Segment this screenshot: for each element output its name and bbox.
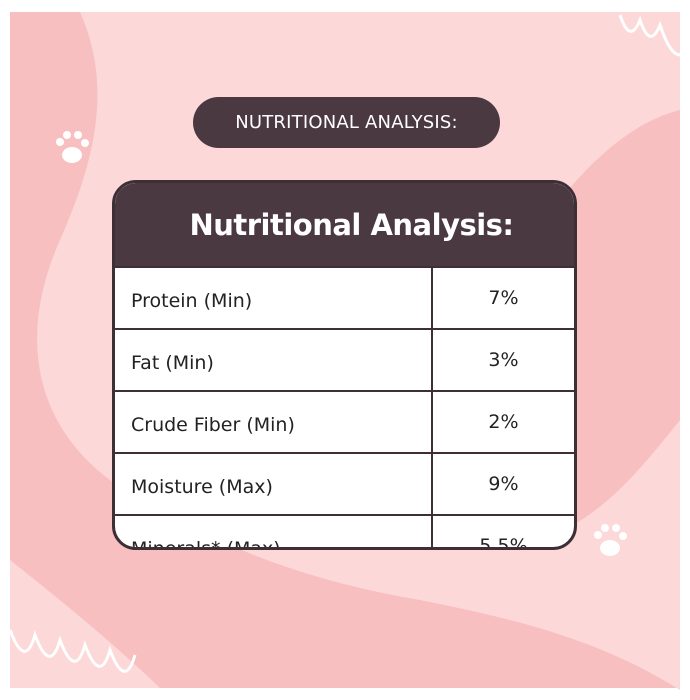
swirl: [618, 14, 681, 57]
badge: NUTRITIONAL ANALYSIS:: [193, 97, 500, 148]
nutrient-value: 7%: [432, 266, 574, 329]
nutrient-label: Protein (Min): [115, 266, 433, 329]
paw-icon: [56, 131, 89, 163]
swirl: [8, 629, 137, 673]
nutrient-label: Minerals* (Max): [115, 514, 433, 547]
nutrient-value: 3%: [432, 328, 574, 391]
table-row: Protein (Min) 7%: [115, 266, 574, 329]
nutrient-value: 2%: [432, 390, 574, 453]
nutrient-label: Crude Fiber (Min): [115, 390, 433, 453]
table-row: Crude Fiber (Min) 2%: [115, 390, 574, 453]
nutrient-label: Fat (Min): [115, 328, 433, 391]
table-title: Nutritional Analysis:: [115, 183, 574, 266]
table-card: Nutritional Analysis: Protein (Min) 7% Fat…: [112, 180, 577, 550]
table-row: Fat (Min) 3%: [115, 328, 574, 391]
nutrient-value: 9%: [432, 452, 574, 515]
nutrient-value: 5.5%: [432, 514, 574, 547]
table-row: Minerals* (Max) 5.5%: [115, 514, 574, 547]
table-row: Moisture (Max) 9%: [115, 452, 574, 515]
paw-icon: [594, 524, 627, 556]
table: Protein (Min) 7% Fat (Min) 3% Crude Fiber (M…: [115, 266, 574, 547]
nutrient-label: Moisture (Max): [115, 452, 433, 515]
